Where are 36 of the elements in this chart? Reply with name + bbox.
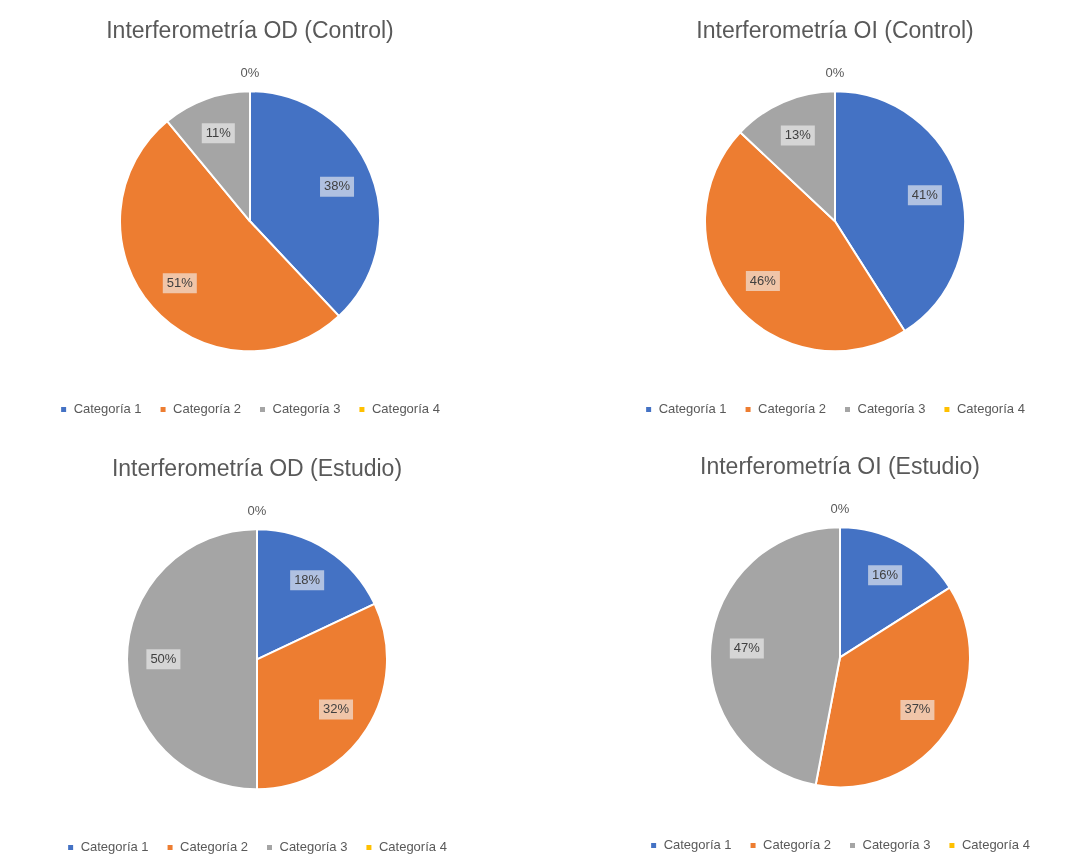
data-label: 11%	[205, 124, 232, 140]
chart-title: Interferometría OI (Control)	[696, 17, 974, 44]
text: 0%	[247, 502, 267, 518]
data-label: 50%	[150, 650, 177, 666]
data-label: 47%	[733, 640, 761, 656]
data-label: 51%	[166, 274, 194, 290]
text: 0%	[825, 64, 845, 80]
chart-title: Interferometría OD (Estudio)	[111, 455, 403, 482]
data-label: 37%	[904, 701, 931, 717]
legend-label: Categoría 1	[73, 401, 142, 417]
legend-label: Categoría 3	[857, 401, 926, 417]
legend-label: Categoría 1	[658, 401, 727, 417]
data-label: 18%	[294, 571, 321, 587]
data-label: 41%	[911, 186, 939, 202]
data-label: 38%	[324, 178, 351, 194]
legend-label: Categoría 3	[272, 401, 341, 417]
legend-label: Categoría 4	[956, 401, 1025, 417]
text: 0%	[830, 500, 850, 516]
data-label: 32%	[323, 701, 350, 717]
legend-label: Categoría 1	[80, 839, 149, 855]
legend-label: Categoría 2	[180, 839, 248, 855]
chart-title: Interferometría OD (Control)	[106, 17, 394, 44]
legend-label: Categoría 2	[758, 401, 826, 417]
text: 0%	[240, 64, 260, 80]
legend-label: Categoría 4	[371, 401, 440, 417]
legend-label: Categoría 2	[173, 401, 241, 417]
legend-label: Categoría 1	[663, 837, 732, 853]
chart-title: Interferometría OI (Estudio)	[700, 453, 980, 480]
legend-label: Categoría 4	[378, 839, 447, 855]
legend-label: Categoría 3	[279, 839, 348, 855]
data-label: 16%	[872, 566, 899, 582]
data-label: 13%	[784, 126, 812, 142]
legend-label: Categoría 4	[961, 837, 1030, 853]
legend-label: Categoría 2	[763, 837, 831, 853]
legend-label: Categoría 3	[862, 837, 931, 853]
data-label: 46%	[749, 272, 777, 288]
